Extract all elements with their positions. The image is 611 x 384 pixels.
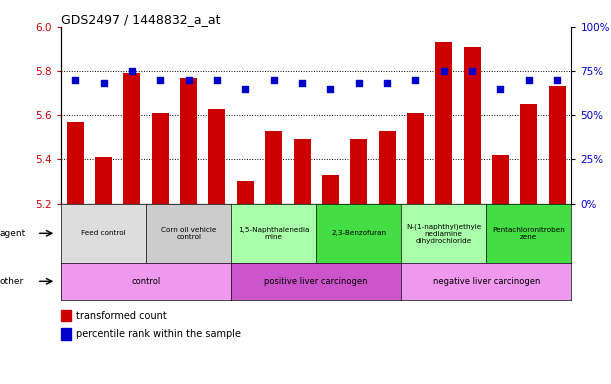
Bar bbox=[549, 86, 566, 204]
Bar bbox=[208, 109, 225, 204]
Bar bbox=[435, 42, 452, 204]
Point bbox=[70, 77, 80, 83]
Text: 1,5-Naphthalenedia
mine: 1,5-Naphthalenedia mine bbox=[238, 227, 309, 240]
Point bbox=[184, 77, 194, 83]
Bar bbox=[237, 182, 254, 204]
Text: control: control bbox=[131, 277, 161, 286]
Point bbox=[297, 80, 307, 86]
Point bbox=[326, 86, 335, 92]
Text: transformed count: transformed count bbox=[76, 311, 167, 321]
Point bbox=[382, 80, 392, 86]
Point bbox=[552, 77, 562, 83]
Bar bbox=[265, 131, 282, 204]
Text: 2,3-Benzofuran: 2,3-Benzofuran bbox=[331, 230, 386, 236]
Text: GDS2497 / 1448832_a_at: GDS2497 / 1448832_a_at bbox=[61, 13, 221, 26]
Point bbox=[524, 77, 533, 83]
Text: agent: agent bbox=[0, 229, 26, 238]
Bar bbox=[322, 175, 339, 204]
Point bbox=[155, 77, 165, 83]
Text: positive liver carcinogen: positive liver carcinogen bbox=[265, 277, 368, 286]
Point bbox=[269, 77, 279, 83]
Bar bbox=[293, 139, 310, 204]
Bar bbox=[95, 157, 112, 204]
Text: other: other bbox=[0, 277, 24, 286]
Point bbox=[496, 86, 505, 92]
Point bbox=[212, 77, 222, 83]
Bar bbox=[152, 113, 169, 204]
Bar bbox=[123, 73, 141, 204]
Point bbox=[354, 80, 364, 86]
Bar bbox=[464, 47, 481, 204]
Text: percentile rank within the sample: percentile rank within the sample bbox=[76, 329, 241, 339]
Bar bbox=[521, 104, 537, 204]
Point bbox=[241, 86, 251, 92]
Text: Corn oil vehicle
control: Corn oil vehicle control bbox=[161, 227, 216, 240]
Bar bbox=[379, 131, 395, 204]
Bar bbox=[180, 78, 197, 204]
Bar bbox=[407, 113, 424, 204]
Text: N-(1-naphthyl)ethyle
nediamine
dihydrochloride: N-(1-naphthyl)ethyle nediamine dihydroch… bbox=[406, 223, 481, 243]
Point bbox=[411, 77, 420, 83]
Bar bbox=[61, 328, 71, 340]
Text: Pentachloronitroben
zene: Pentachloronitroben zene bbox=[492, 227, 565, 240]
Point bbox=[467, 68, 477, 74]
Point bbox=[439, 68, 448, 74]
Text: Feed control: Feed control bbox=[81, 230, 126, 236]
Bar bbox=[61, 310, 71, 321]
Point bbox=[99, 80, 109, 86]
Bar bbox=[350, 139, 367, 204]
Bar bbox=[67, 122, 84, 204]
Text: negative liver carcinogen: negative liver carcinogen bbox=[433, 277, 540, 286]
Bar bbox=[492, 155, 509, 204]
Point bbox=[127, 68, 137, 74]
